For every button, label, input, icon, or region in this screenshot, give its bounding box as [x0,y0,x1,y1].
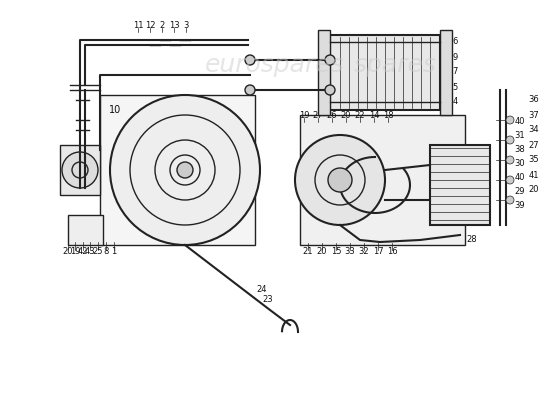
Text: 31: 31 [515,130,525,140]
Text: 3: 3 [183,22,189,30]
Circle shape [325,85,335,95]
Text: 30: 30 [515,158,525,168]
Text: 9: 9 [452,52,458,62]
Bar [60,145,100,195]
Text: 6: 6 [452,38,458,46]
Text: 29: 29 [515,186,525,196]
Circle shape [110,95,260,245]
Text: 43: 43 [85,248,95,256]
Text: 37: 37 [529,110,540,120]
Text: 34: 34 [529,126,540,134]
Bar [300,115,465,245]
Text: eurospares: eurospares [205,53,345,77]
Text: 28: 28 [467,236,477,244]
Circle shape [295,135,385,225]
Text: 38: 38 [515,144,525,154]
Text: 20: 20 [317,248,327,256]
Text: 2: 2 [160,22,164,30]
Circle shape [506,176,514,184]
Circle shape [506,136,514,144]
Bar [440,30,452,115]
Circle shape [177,162,193,178]
Text: 7: 7 [452,68,458,76]
Text: 20: 20 [63,248,73,256]
Text: 22: 22 [355,112,365,120]
Circle shape [245,85,255,95]
Bar [68,215,103,245]
Text: 1: 1 [111,248,117,256]
Text: 40: 40 [515,172,525,182]
Text: 12: 12 [145,22,155,30]
Text: 39: 39 [515,200,525,210]
Text: 20: 20 [529,186,539,194]
Text: 4: 4 [452,98,458,106]
Circle shape [62,152,98,188]
Text: 27: 27 [529,140,540,150]
Text: 14: 14 [368,112,379,120]
Text: 27: 27 [313,112,323,120]
Text: 33: 33 [345,248,355,256]
Circle shape [506,196,514,204]
Text: 19: 19 [70,248,80,256]
Text: 35: 35 [529,156,540,164]
Text: 21: 21 [302,248,313,256]
Circle shape [506,156,514,164]
Circle shape [325,55,335,65]
Text: 8: 8 [103,248,109,256]
Text: 17: 17 [373,248,383,256]
Circle shape [506,116,514,124]
Text: 13: 13 [169,22,179,30]
Text: 41: 41 [529,170,539,180]
Text: 11: 11 [133,22,143,30]
Text: 10: 10 [109,105,121,115]
Text: 19: 19 [299,112,309,120]
Text: 16: 16 [387,248,397,256]
Text: 42: 42 [78,248,88,256]
Text: 5: 5 [452,82,458,92]
Text: 40: 40 [515,116,525,126]
Text: 23: 23 [263,296,273,304]
Text: 18: 18 [383,112,393,120]
Text: 20: 20 [341,112,351,120]
Text: 24: 24 [257,286,267,294]
Text: 26: 26 [327,112,337,120]
Text: spares: spares [354,53,437,77]
Text: 25: 25 [93,248,103,256]
Bar [100,95,255,245]
Bar [430,145,490,225]
Text: 36: 36 [529,96,540,104]
Bar [330,35,440,110]
Circle shape [328,168,352,192]
Text: 32: 32 [359,248,369,256]
Text: 15: 15 [331,248,341,256]
Bar [318,30,330,115]
Circle shape [245,55,255,65]
